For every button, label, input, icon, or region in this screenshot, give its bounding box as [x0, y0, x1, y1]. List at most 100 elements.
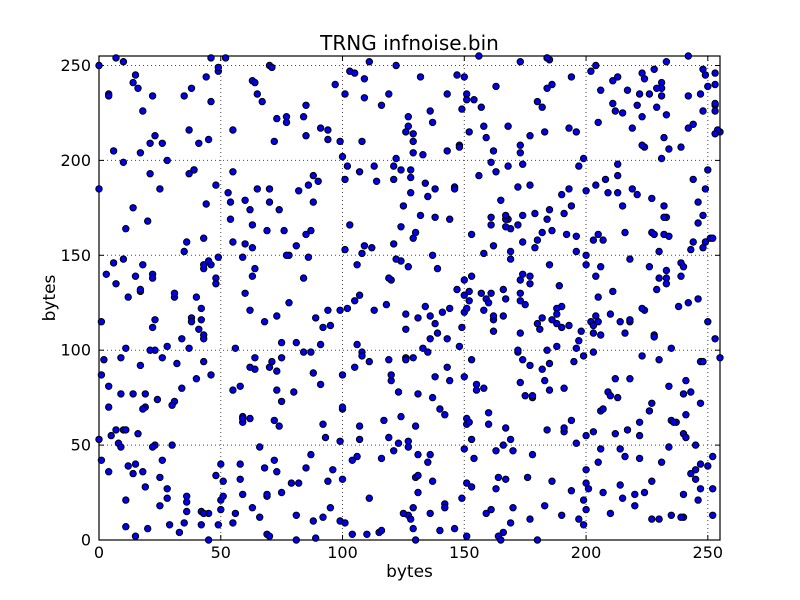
data-point — [236, 460, 244, 468]
data-point — [324, 477, 332, 485]
data-point — [655, 356, 663, 364]
data-point — [467, 272, 476, 280]
data-point — [694, 496, 702, 504]
data-point — [674, 302, 683, 311]
data-point — [548, 477, 556, 485]
data-point — [402, 356, 410, 364]
data-point — [270, 416, 278, 425]
data-point — [548, 316, 556, 324]
data-point — [95, 185, 103, 193]
data-point — [178, 384, 186, 392]
data-point — [489, 147, 498, 155]
data-point — [626, 316, 634, 324]
data-point — [97, 371, 106, 379]
data-point — [594, 318, 602, 326]
data-point — [338, 475, 347, 483]
data-point — [370, 162, 378, 170]
data-point — [645, 90, 654, 98]
data-point — [684, 92, 692, 100]
data-point — [662, 266, 671, 275]
data-point — [392, 154, 400, 163]
data-point — [119, 158, 128, 167]
data-point — [424, 348, 432, 356]
data-point — [504, 122, 512, 130]
data-point — [528, 450, 537, 459]
data-point — [597, 86, 605, 94]
data-point — [648, 399, 656, 407]
data-point — [280, 226, 288, 235]
data-point — [299, 113, 308, 121]
data-point — [655, 274, 663, 282]
data-point — [458, 105, 466, 113]
data-point — [499, 312, 507, 320]
data-point — [426, 509, 434, 518]
data-point — [480, 122, 488, 130]
data-point — [562, 230, 571, 239]
data-point — [458, 323, 466, 332]
data-point — [141, 390, 150, 398]
data-point — [192, 293, 201, 301]
data-point — [682, 433, 690, 442]
data-point — [467, 356, 476, 364]
data-point — [309, 369, 317, 377]
data-point — [558, 190, 566, 199]
data-point — [195, 139, 203, 148]
data-point — [677, 513, 685, 521]
data-point — [640, 488, 649, 497]
data-point — [450, 524, 459, 533]
data-point — [667, 511, 675, 519]
data-point — [594, 118, 602, 127]
data-point — [409, 504, 417, 512]
data-point — [699, 357, 707, 366]
data-point — [183, 492, 191, 500]
data-point — [173, 359, 181, 368]
data-point — [251, 354, 259, 362]
data-point — [682, 411, 690, 419]
data-point — [421, 302, 429, 311]
data-point — [229, 126, 237, 134]
data-point — [499, 441, 507, 449]
data-point — [509, 504, 517, 512]
data-point — [124, 462, 132, 470]
data-point — [684, 52, 692, 60]
data-point — [689, 120, 697, 129]
data-point — [455, 143, 464, 151]
data-point — [163, 156, 171, 165]
data-point — [246, 206, 254, 214]
data-point — [200, 261, 208, 269]
data-point — [519, 211, 527, 220]
data-point — [592, 181, 600, 189]
data-point — [404, 443, 412, 451]
data-point — [329, 466, 337, 474]
data-point — [377, 101, 386, 110]
data-point — [684, 299, 692, 307]
data-point — [241, 240, 249, 248]
data-point — [409, 149, 417, 157]
data-point — [567, 416, 576, 425]
data-point — [682, 376, 690, 385]
data-point — [277, 397, 286, 406]
data-point — [200, 509, 208, 518]
data-point — [197, 304, 206, 313]
data-point — [112, 280, 120, 288]
data-point — [319, 420, 327, 428]
data-point — [392, 255, 400, 263]
data-point — [533, 319, 542, 328]
data-point — [351, 297, 359, 305]
data-point — [657, 92, 666, 100]
data-point — [601, 175, 610, 184]
data-point — [353, 340, 361, 349]
data-point — [633, 190, 641, 199]
data-point — [543, 426, 551, 434]
data-point — [516, 58, 524, 66]
data-point — [277, 354, 286, 362]
data-point — [316, 124, 325, 132]
data-point — [304, 253, 313, 261]
data-point — [635, 454, 644, 463]
data-point — [597, 331, 605, 339]
data-point — [148, 323, 157, 332]
data-point — [604, 189, 612, 197]
data-point — [409, 524, 417, 533]
data-point — [572, 232, 580, 241]
